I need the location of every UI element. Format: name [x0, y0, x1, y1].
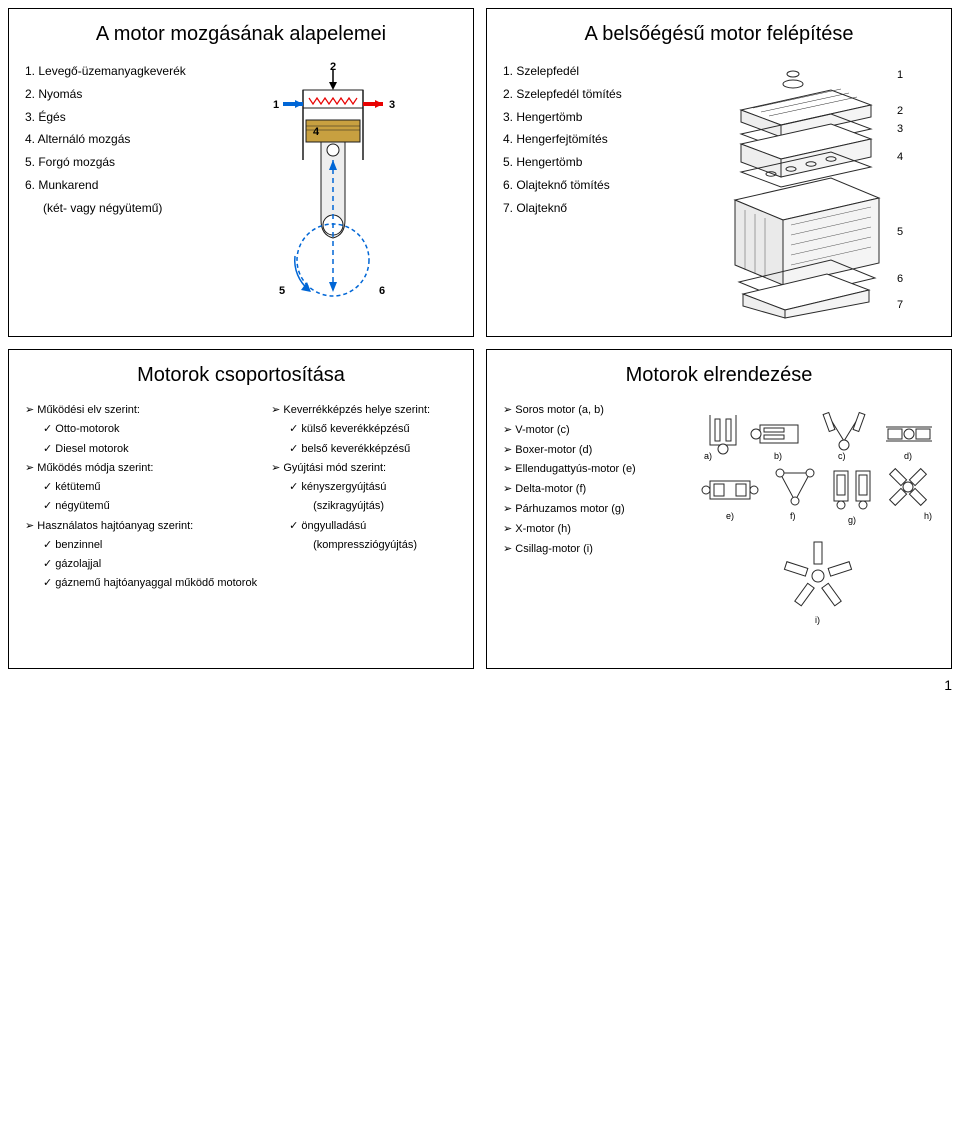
list-item: V-motor (c) — [503, 421, 684, 441]
diag-num: 5 — [897, 226, 903, 238]
slide4-title: Motorok elrendezése — [503, 364, 935, 387]
list-item: Gyújtási mód szerint: — [271, 459, 457, 478]
slide2-list: 1. Szelepfedél 2. Szelepfedél tömítés 3.… — [503, 60, 697, 220]
list-item: X-motor (h) — [503, 520, 684, 540]
diag-num: 4 — [313, 126, 320, 138]
arrangement-svg: a) b) c) d) e) f) g) h) i) — [698, 401, 938, 631]
list-item: Csillag-motor (i) — [503, 540, 684, 560]
list-item: Boxer-motor (d) — [503, 441, 684, 461]
diag-num: 4 — [897, 151, 903, 163]
diag-label: i) — [815, 615, 820, 625]
slide2-title: A belsőégésű motor felépítése — [503, 23, 935, 46]
slide-motor-motion: A motor mozgásának alapelemei 1. Levegő-… — [8, 8, 474, 337]
list-item: 5. Hengertömb — [503, 151, 697, 174]
slide1-title: A motor mozgásának alapelemei — [25, 23, 457, 46]
list-item: belső keverékképzésű — [271, 440, 457, 459]
list-sub: (két- vagy négyütemű) — [25, 197, 219, 220]
diag-num: 1 — [897, 69, 903, 81]
list-item: 7. Olajteknő — [503, 197, 697, 220]
diag-num: 6 — [379, 285, 385, 297]
list-item: gáznemű hajtóanyaggal működő motorok — [25, 574, 257, 593]
list-item: Keverrékképzés helye szerint: — [271, 401, 457, 420]
slide3-title: Motorok csoportosítása — [25, 364, 457, 387]
list-item: 3. Égés — [25, 106, 219, 129]
engine-svg: 1 2 3 4 5 6 7 — [711, 60, 911, 320]
list-item: 3. Hengertömb — [503, 106, 697, 129]
engine-exploded-diagram: 1 2 3 4 5 6 7 — [711, 60, 911, 320]
list-item: 1. Levegő-üzemanyagkeverék — [25, 60, 219, 83]
slide1-cols: 1. Levegő-üzemanyagkeverék 2. Nyomás 3. … — [25, 60, 457, 320]
list-item: (szikragyújtás) — [271, 497, 457, 516]
list-item: négyütemű — [25, 497, 257, 516]
diag-label: a) — [704, 451, 712, 461]
list-item: Diesel motorok — [25, 440, 257, 459]
slide3-right: Keverrékképzés helye szerint: külső keve… — [271, 401, 457, 594]
list-item: 4. Hengerfejtömítés — [503, 128, 697, 151]
list-item: Működési elv szerint: — [25, 401, 257, 420]
diag-num: 2 — [330, 61, 336, 73]
list-item: 5. Forgó mozgás — [25, 151, 219, 174]
diag-num: 3 — [389, 99, 395, 111]
arrangement-diagram: a) b) c) d) e) f) g) h) i) — [698, 401, 938, 631]
slide4-list-col: Soros motor (a, b) V-motor (c) Boxer-mot… — [503, 401, 684, 631]
list-item: Otto-motorok — [25, 420, 257, 439]
slide3-left: Működési elv szerint: Otto-motorok Diese… — [25, 401, 257, 594]
list-item: 2. Nyomás — [25, 83, 219, 106]
slide3-cols: Működési elv szerint: Otto-motorok Diese… — [25, 401, 457, 594]
diag-num: 5 — [279, 285, 285, 297]
list-item: gázolajjal — [25, 555, 257, 574]
list-item: Működés módja szerint: — [25, 459, 257, 478]
diag-num: 2 — [897, 105, 903, 117]
slide-motor-arrangement: Motorok elrendezése Soros motor (a, b) V… — [486, 349, 952, 669]
piston-diagram: 1 2 3 4 5 6 — [233, 60, 433, 320]
diag-num: 6 — [897, 273, 903, 285]
diag-num: 1 — [273, 99, 279, 111]
slide4-diagram-col: a) b) c) d) e) f) g) h) i) — [698, 401, 938, 631]
slide1-list-col: 1. Levegő-üzemanyagkeverék 2. Nyomás 3. … — [25, 60, 219, 320]
list-item: kényszergyújtású — [271, 478, 457, 497]
slide-motor-grouping: Motorok csoportosítása Működési elv szer… — [8, 349, 474, 669]
list-item: külső keverékképzésű — [271, 420, 457, 439]
list-item: kétütemű — [25, 478, 257, 497]
diag-label: d) — [904, 451, 912, 461]
list-item: 6. Munkarend — [25, 174, 219, 197]
diag-label: g) — [848, 515, 856, 525]
list-item: benzinnel — [25, 536, 257, 555]
list-item: Párhuzamos motor (g) — [503, 500, 684, 520]
list-item: 1. Szelepfedél — [503, 60, 697, 83]
page-grid: A motor mozgásának alapelemei 1. Levegő-… — [8, 8, 952, 669]
slide2-cols: 1. Szelepfedél 2. Szelepfedél tömítés 3.… — [503, 60, 935, 320]
list-item: Soros motor (a, b) — [503, 401, 684, 421]
list-item: 4. Alternáló mozgás — [25, 128, 219, 151]
slide4-cols: Soros motor (a, b) V-motor (c) Boxer-mot… — [503, 401, 935, 631]
list-item: öngyulladású — [271, 517, 457, 536]
slide-engine-structure: A belsőégésű motor felépítése 1. Szelepf… — [486, 8, 952, 337]
slide2-list-col: 1. Szelepfedél 2. Szelepfedél tömítés 3.… — [503, 60, 697, 320]
diag-num: 7 — [897, 299, 903, 311]
list-item: 2. Szelepfedél tömítés — [503, 83, 697, 106]
slide1-diagram-col: 1 2 3 4 5 6 — [233, 60, 457, 320]
list-item: Ellendugattyús-motor (e) — [503, 460, 684, 480]
diag-label: h) — [924, 511, 932, 521]
diag-label: b) — [774, 451, 782, 461]
list-item: 6. Olajteknő tömítés — [503, 174, 697, 197]
list-item: Használatos hajtóanyag szerint: — [25, 517, 257, 536]
piston-svg: 1 2 3 4 5 6 — [233, 60, 433, 320]
diag-num: 3 — [897, 123, 903, 135]
diag-label: c) — [838, 451, 846, 461]
diag-label: f) — [790, 511, 796, 521]
slide2-diagram-col: 1 2 3 4 5 6 7 — [711, 60, 935, 320]
list-item: (kompressziógyújtás) — [271, 536, 457, 555]
slide1-list: 1. Levegő-üzemanyagkeverék 2. Nyomás 3. … — [25, 60, 219, 220]
page-number: 1 — [8, 669, 952, 693]
list-item: Delta-motor (f) — [503, 480, 684, 500]
diag-label: e) — [726, 511, 734, 521]
